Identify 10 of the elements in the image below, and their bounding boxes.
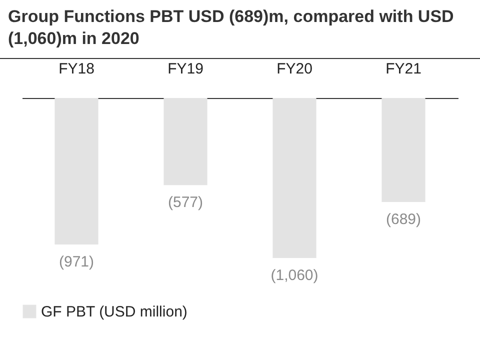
x-tick-label: FY21 [386, 60, 422, 78]
data-label: (971) [58, 254, 94, 271]
x-tick-label: FY20 [276, 60, 312, 78]
data-label: (689) [386, 210, 422, 228]
legend-label: GF PBT (USD million) [41, 304, 188, 320]
data-label: (1,060) [270, 266, 318, 284]
data-label: (577) [168, 194, 204, 212]
x-tick-label: FY19 [168, 60, 204, 78]
chart-title: Group Functions PBT USD (689)m, compared with USD (1,060)m in 2020 [0, 0, 480, 59]
x-tick-label: FY18 [58, 60, 94, 78]
